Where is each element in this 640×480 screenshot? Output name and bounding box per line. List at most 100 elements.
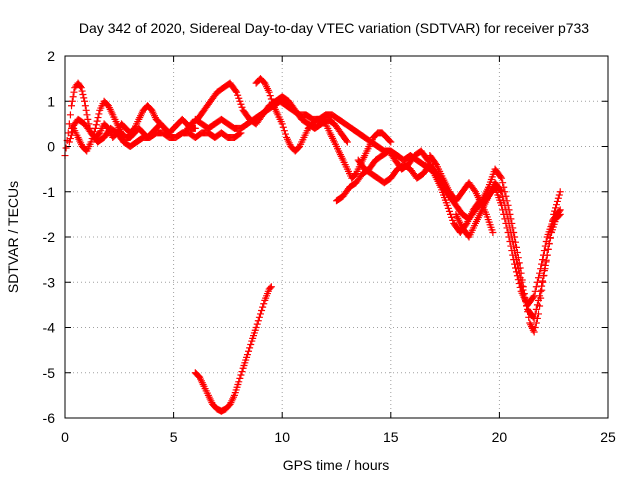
y-tick-label: -1 xyxy=(43,184,56,200)
data-point xyxy=(530,328,538,336)
data-point xyxy=(94,114,102,122)
data-point xyxy=(253,320,261,328)
data-points xyxy=(61,75,564,415)
data-point xyxy=(499,192,507,200)
data-point xyxy=(256,310,264,318)
data-point xyxy=(504,228,512,236)
data-point xyxy=(66,111,74,119)
data-point xyxy=(555,191,563,199)
data-point xyxy=(243,351,251,359)
data-point xyxy=(278,120,286,128)
data-point xyxy=(541,242,549,250)
data-point xyxy=(499,179,507,187)
data-point xyxy=(539,251,547,259)
data-point xyxy=(232,87,240,95)
data-point xyxy=(530,292,538,300)
data-point xyxy=(501,215,509,223)
data-point xyxy=(83,111,91,119)
data-point xyxy=(508,247,516,255)
data-point xyxy=(532,305,540,313)
data-point xyxy=(539,256,547,264)
data-point xyxy=(235,378,243,386)
data-point xyxy=(237,371,245,379)
data-point xyxy=(79,90,87,98)
data-point xyxy=(512,268,520,276)
data-point xyxy=(431,168,439,176)
data-point xyxy=(531,310,539,318)
data-point xyxy=(538,260,546,268)
data-point xyxy=(265,88,273,96)
data-point xyxy=(542,238,550,246)
data-point xyxy=(497,186,505,194)
x-tick-label: 15 xyxy=(383,429,399,445)
series-track-3 xyxy=(68,115,245,150)
data-point xyxy=(233,88,241,96)
data-point xyxy=(509,251,517,259)
data-point xyxy=(95,110,103,118)
data-point xyxy=(532,319,540,327)
data-point xyxy=(279,123,287,131)
data-point xyxy=(541,261,549,269)
data-point xyxy=(448,213,456,221)
y-axis-title: SDTVAR / TECUs xyxy=(5,181,21,293)
series-track-5 xyxy=(252,75,395,182)
x-tick-label: 5 xyxy=(170,429,178,445)
data-point xyxy=(500,210,508,218)
data-point xyxy=(539,277,547,285)
data-point xyxy=(531,324,539,331)
y-tick-label: 2 xyxy=(47,48,55,64)
data-point xyxy=(91,124,99,132)
y-tick-label: -2 xyxy=(43,229,56,245)
data-point xyxy=(255,313,263,321)
data-point xyxy=(343,138,351,146)
data-point xyxy=(536,269,544,277)
data-point xyxy=(260,300,268,308)
data-point xyxy=(84,115,92,123)
data-point xyxy=(445,207,453,215)
series-track-10 xyxy=(452,183,564,309)
data-point xyxy=(506,238,514,246)
x-tick-label: 0 xyxy=(61,429,69,445)
data-point xyxy=(443,201,451,209)
data-point xyxy=(431,159,439,167)
data-point xyxy=(505,233,513,241)
data-point xyxy=(342,137,350,145)
x-axis-title: GPS time / hours xyxy=(283,457,390,473)
data-point xyxy=(387,138,395,146)
data-point xyxy=(238,103,246,111)
y-tick-label: -6 xyxy=(43,410,56,426)
data-point xyxy=(82,106,90,114)
data-point xyxy=(68,102,76,110)
x-tick-label: 25 xyxy=(600,429,616,445)
data-point xyxy=(531,287,539,295)
data-point xyxy=(552,204,560,212)
data-point xyxy=(497,173,505,181)
data-point xyxy=(259,303,267,311)
data-point xyxy=(498,201,506,209)
data-point xyxy=(533,278,541,286)
data-point xyxy=(68,97,76,105)
data-point xyxy=(237,100,245,108)
data-point xyxy=(266,92,274,100)
data-point xyxy=(533,301,541,309)
y-tick-label: 0 xyxy=(47,139,55,155)
data-point xyxy=(87,138,95,146)
data-point xyxy=(499,206,507,214)
data-point xyxy=(515,280,523,288)
series-track-6 xyxy=(191,97,447,187)
data-point xyxy=(555,207,563,215)
data-point xyxy=(81,97,89,105)
data-point xyxy=(529,293,537,301)
data-point xyxy=(66,135,74,143)
data-point xyxy=(540,247,548,255)
data-point xyxy=(510,256,518,264)
data-point xyxy=(556,206,564,214)
data-point xyxy=(76,83,84,91)
data-point xyxy=(502,219,510,227)
data-point xyxy=(280,127,288,135)
data-point xyxy=(235,94,243,102)
data-point xyxy=(507,242,515,250)
data-point xyxy=(254,317,262,325)
